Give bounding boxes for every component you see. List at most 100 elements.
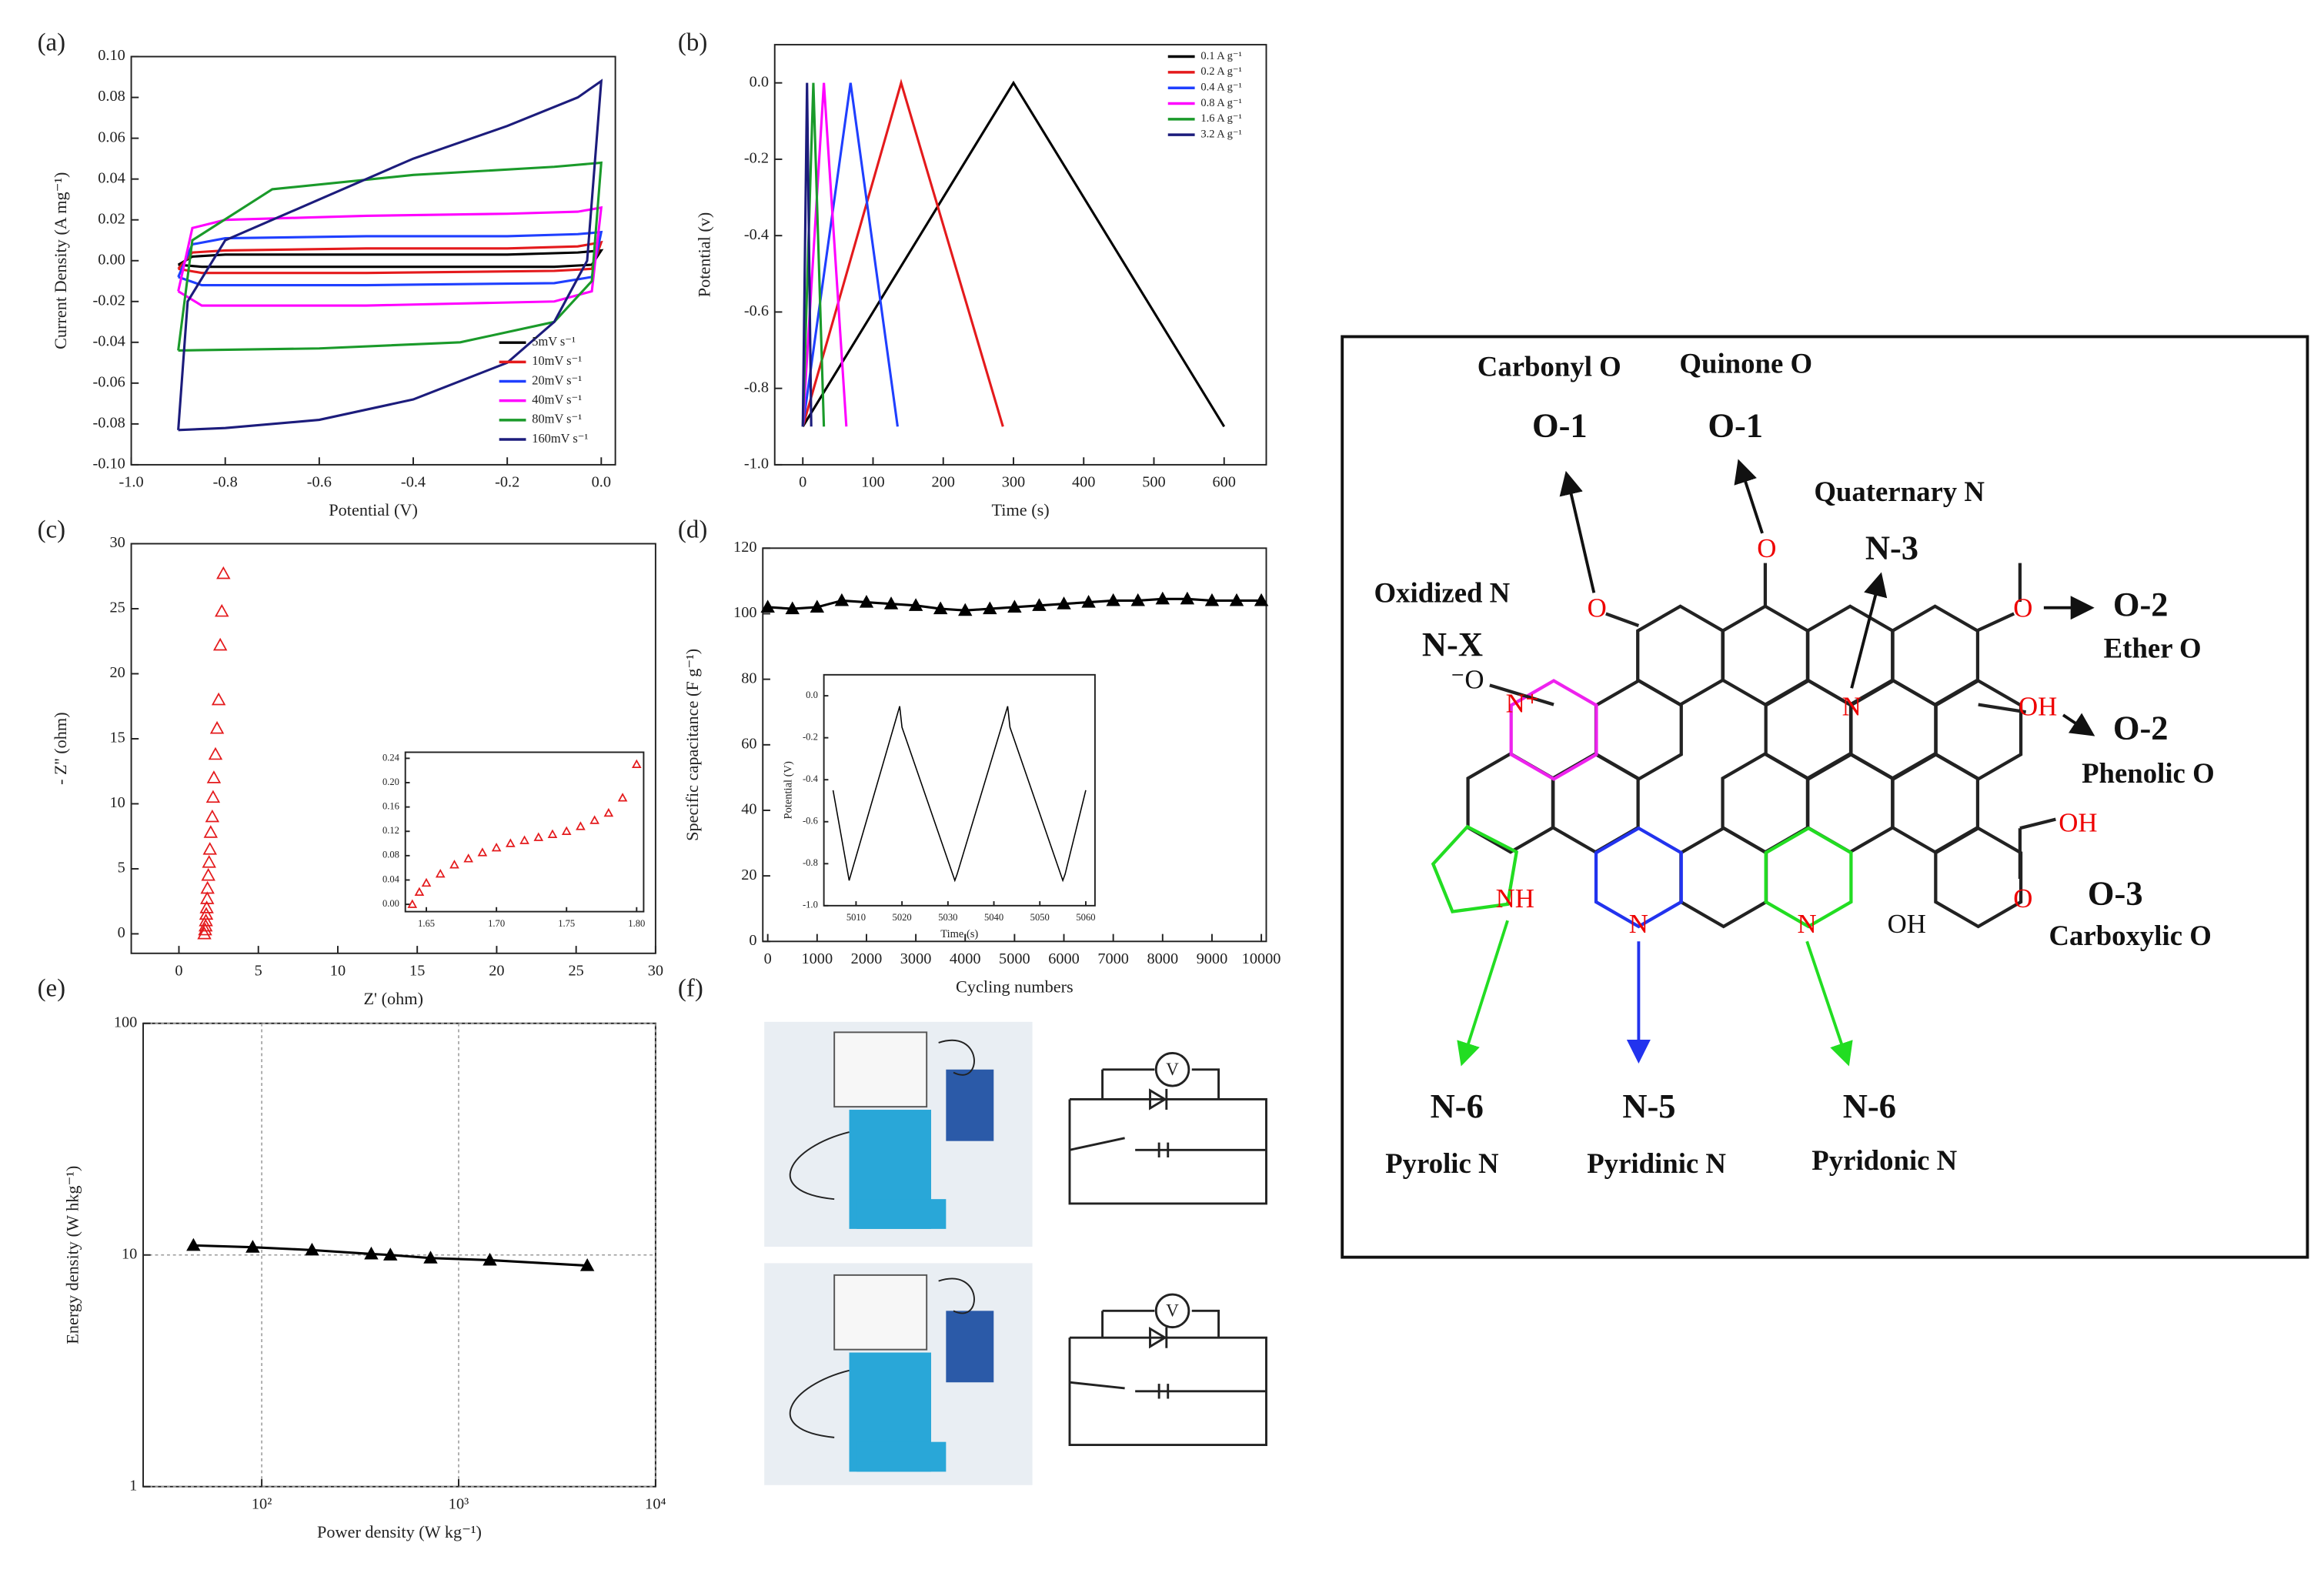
group-label: Quinone O [1679, 348, 1812, 379]
y-tick-label: -0.2 [803, 732, 818, 743]
atom: O [2013, 593, 2032, 623]
x-tick-label: 0 [764, 950, 772, 967]
x-axis-label: Potential (V) [329, 500, 418, 519]
x-tick-label: 6000 [1048, 950, 1080, 967]
panel-label: (e) [38, 975, 66, 1003]
x-tick-label: 5050 [1030, 912, 1050, 923]
x-tick-label: 15 [409, 963, 425, 980]
y-tick-label: 40 [741, 801, 756, 818]
y-tick-label: 100 [733, 604, 756, 621]
data-point [200, 891, 215, 904]
y-tick-label: 10 [122, 1245, 137, 1262]
legend-label: 1.6 A g⁻¹ [1200, 112, 1241, 125]
data-point [547, 829, 558, 838]
series-line [801, 78, 1004, 427]
panel-label: (c) [38, 516, 66, 544]
panel-label: (f) [678, 975, 703, 1003]
ring [1636, 604, 1725, 706]
y-tick-label: -0.08 [93, 415, 125, 432]
data-point [414, 887, 425, 897]
chart: -1.0 -0.8 -0.6 -0.4 -0.2 0.0 -0.10 -0.08 -0.06 -0… [51, 47, 616, 519]
bonds [1489, 563, 2056, 880]
group-label: Pyridinic N [1587, 1147, 1726, 1179]
data-point [908, 598, 923, 611]
x-tick-label: 9000 [1197, 950, 1228, 967]
group-code: O-3 [2088, 873, 2143, 912]
data-point [1180, 591, 1195, 605]
y-tick-label: 10 [110, 794, 125, 811]
x-axis-label: Cycling numbers [956, 977, 1074, 996]
data-point [1032, 598, 1047, 611]
y-axis-label: - Z'' (ohm) [51, 712, 70, 785]
x-tick-label: 30 [648, 963, 663, 980]
y-tick-label: 25 [110, 599, 125, 616]
y-tick-label: -0.6 [803, 816, 818, 827]
data-point [589, 815, 599, 824]
x-axis-label: Z' (ohm) [363, 989, 423, 1008]
ring [1431, 824, 1519, 913]
data-point [1155, 591, 1170, 605]
data-point [1057, 596, 1071, 609]
arrow [1457, 920, 1509, 1067]
y-axis-label: Specific capacitance (F g⁻¹) [683, 649, 702, 841]
data-point [561, 826, 572, 835]
y-tick-label: -0.10 [93, 456, 125, 473]
ring [1594, 826, 1683, 929]
x-tick-label: 4000 [950, 950, 981, 967]
data-point [1229, 593, 1244, 606]
y-tick-label: 60 [741, 735, 756, 752]
y-tick-label: 0.02 [98, 210, 125, 227]
atom: OH [1888, 909, 1926, 939]
atom: O [1588, 593, 1607, 623]
data-point [199, 900, 214, 913]
data-point [215, 603, 229, 617]
chart: 0 100 200 300 400 500 600 -1.0 -0.8 -0.6 -0.4 -0.2 0… [694, 44, 1267, 519]
data-point [364, 1246, 379, 1260]
data-point [212, 637, 228, 651]
plot-frame [823, 673, 1096, 907]
battery [946, 1069, 994, 1141]
group-code: N-5 [1622, 1087, 1675, 1125]
group-label: Pyrolic N [1385, 1147, 1499, 1179]
y-tick-label: 0.04 [98, 169, 125, 186]
series-line [177, 205, 603, 307]
x-tick-label: 1.70 [488, 918, 505, 929]
y-tick-label: -1.0 [744, 456, 769, 473]
group-code: O-1 [1532, 406, 1588, 445]
data-point [834, 593, 850, 606]
y-tick-label: 80 [741, 670, 756, 686]
data-point [205, 809, 220, 823]
legend-label: 40mV s⁻¹ [532, 392, 582, 406]
y-tick-label: -0.4 [803, 773, 819, 784]
y-tick-label: 1 [129, 1477, 137, 1494]
series-line [177, 161, 603, 352]
y-tick-label: 0.00 [98, 251, 125, 268]
data-point [305, 1242, 319, 1256]
x-tick-label: -0.6 [307, 474, 332, 491]
y-tick-label: 120 [733, 539, 756, 556]
atom: O [1757, 533, 1776, 563]
panel-label: (d) [678, 516, 707, 544]
ring [1764, 826, 1853, 929]
x-tick-label: 2000 [851, 950, 883, 967]
chart: 5010 5020 5030 5040 5050 5060 -1.0 -0.8 -0.6 -0.4… [783, 673, 1096, 940]
data-point [198, 922, 212, 936]
data-point [209, 720, 225, 734]
wire [789, 1040, 975, 1201]
structure-frame [1341, 335, 2309, 1259]
data-point [617, 793, 628, 802]
y-tick-label: 0.10 [98, 47, 125, 64]
data-point [1204, 593, 1220, 606]
y-tick-label: 20 [110, 664, 125, 681]
x-tick-label: 7000 [1097, 950, 1129, 967]
data-point [958, 603, 973, 616]
x-tick-label: 500 [1142, 474, 1165, 491]
atom: N [1798, 909, 1817, 939]
x-tick-label: 10³ [449, 1496, 469, 1513]
group-label: Oxidized N [1374, 577, 1511, 609]
meter-label: V [1166, 1060, 1179, 1080]
series-line [177, 249, 604, 269]
y-axis-label: Current Density (A mg⁻¹) [51, 172, 70, 349]
y-tick-label: 0.24 [382, 752, 400, 763]
y-tick-label: -0.8 [803, 857, 818, 868]
